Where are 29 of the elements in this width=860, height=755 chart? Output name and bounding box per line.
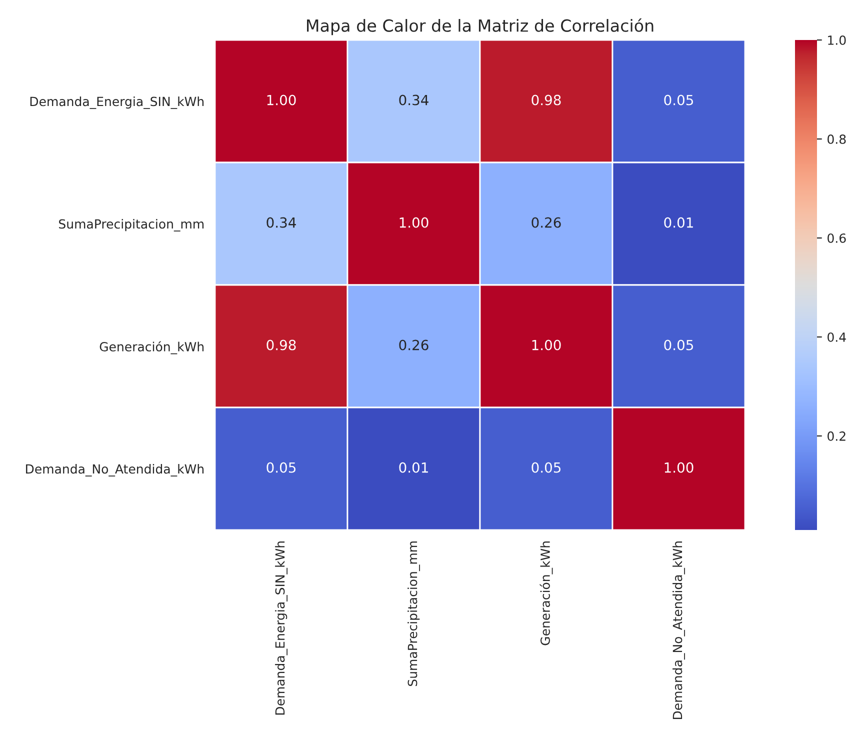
color-bar-label: 0.6 — [828, 233, 846, 243]
data-label: 0.34 — [266, 217, 296, 228]
data-label: 1.00 — [664, 462, 694, 473]
x-tick-label: Demanda_No_Atendida_kWh — [672, 541, 685, 719]
color-bar-label: 0.2 — [828, 431, 846, 441]
y-tick-label: Demanda_Energia_SIN_kWh — [30, 96, 204, 109]
y-tick-label: SumaPrecipitacion_mm — [59, 219, 204, 232]
color-bar-label: 0.8 — [828, 134, 846, 144]
data-label: 0.01 — [399, 462, 428, 473]
data-label: 1.00 — [400, 217, 428, 228]
data-label: 0.34 — [399, 94, 428, 106]
data-label: 0.26 — [399, 340, 428, 350]
data-label: 0.05 — [266, 462, 296, 473]
data-label: 0.05 — [664, 340, 693, 350]
data-label: 0.98 — [532, 94, 561, 106]
y-tick-label: Demanda_No_Atendida_kWh — [26, 464, 204, 476]
x-tick-label: Generación_kWh — [540, 541, 553, 646]
chart-title: Mapa de Calor de la Matriz de Correlación — [307, 18, 654, 36]
data-label: 0.05 — [664, 94, 693, 106]
data-label: 1.00 — [267, 94, 296, 106]
data-label: 0.26 — [532, 217, 561, 228]
data-label: 0.05 — [532, 462, 560, 473]
data-label: 0.98 — [266, 340, 296, 350]
data-label: 1.00 — [532, 340, 561, 350]
y-tick-label: Generación_kWh — [100, 341, 204, 354]
color-bar-label: 0.4 — [828, 332, 846, 342]
color-bar-label: 1.0 — [828, 35, 846, 45]
x-tick-label: SumaPrecipitacion_mm — [408, 541, 420, 686]
data-label: 0.01 — [664, 217, 693, 228]
